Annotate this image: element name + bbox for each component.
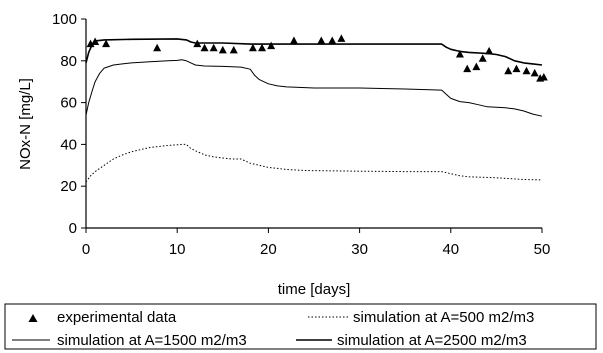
plot-area: 0 20 40 60 80 100 0 10 20 30 40 50 xyxy=(52,11,550,258)
series-line-3 xyxy=(85,38,543,66)
x-tick-label: 20 xyxy=(260,241,277,258)
data-point-experimental xyxy=(337,34,346,42)
data-point-experimental xyxy=(102,39,111,48)
y-tick-label: 60 xyxy=(60,95,77,112)
data-point-experimental xyxy=(539,73,548,81)
data-point-experimental xyxy=(229,45,238,54)
data-point-experimental xyxy=(153,43,162,52)
data-point-experimental xyxy=(200,43,209,52)
legend-label-500: simulation at A=500 m2/m3 xyxy=(353,309,534,326)
data-point-experimental xyxy=(530,68,539,77)
series-line-1 xyxy=(85,143,543,183)
x-ticks: 0 10 20 30 40 50 xyxy=(82,228,551,258)
data-point-experimental xyxy=(522,66,531,75)
y-tick-label: 0 xyxy=(69,220,77,237)
y-tick-label: 80 xyxy=(60,53,77,70)
data-point-experimental xyxy=(463,64,472,73)
series-line-2 xyxy=(85,59,543,117)
legend: experimental data simulation at A=500 m2… xyxy=(4,303,597,350)
legend-label-1500: simulation at A=1500 m2/m3 xyxy=(57,332,247,349)
data-point-experimental xyxy=(258,43,267,52)
data-point-experimental xyxy=(504,66,513,75)
data-point-experimental xyxy=(86,39,95,48)
data-point-experimental xyxy=(512,64,521,73)
legend-box xyxy=(4,303,597,350)
y-tick-label: 100 xyxy=(52,11,77,28)
legend-label-2500: simulation at A=2500 m2/m3 xyxy=(337,332,527,349)
data-point-experimental xyxy=(317,36,326,44)
data-point-experimental xyxy=(193,39,202,48)
x-tick-label: 50 xyxy=(534,241,551,258)
data-point-experimental xyxy=(289,36,298,44)
x-tick-label: 40 xyxy=(442,241,459,258)
legend-marker-experimental xyxy=(28,314,38,322)
y-ticks: 0 20 40 60 80 100 xyxy=(52,11,86,237)
data-point-experimental xyxy=(209,43,218,52)
data-point-experimental xyxy=(248,43,257,52)
data-point-experimental xyxy=(91,37,100,45)
x-axis-title: time [days] xyxy=(278,281,351,298)
data-point-experimental xyxy=(478,54,487,62)
series-layer xyxy=(85,34,548,183)
y-axis-title: NOx-N [mg/L] xyxy=(17,78,34,170)
x-tick-label: 30 xyxy=(351,241,368,258)
data-point-experimental xyxy=(328,36,337,44)
y-tick-label: 40 xyxy=(60,136,77,153)
legend-label-experimental: experimental data xyxy=(57,309,177,326)
x-tick-label: 10 xyxy=(169,241,186,258)
x-tick-label: 0 xyxy=(82,241,90,258)
data-point-experimental xyxy=(218,45,227,54)
y-tick-label: 20 xyxy=(60,178,77,195)
data-point-experimental xyxy=(455,50,464,58)
data-point-experimental xyxy=(267,41,276,50)
data-point-experimental xyxy=(485,46,494,55)
data-point-experimental xyxy=(472,62,481,71)
